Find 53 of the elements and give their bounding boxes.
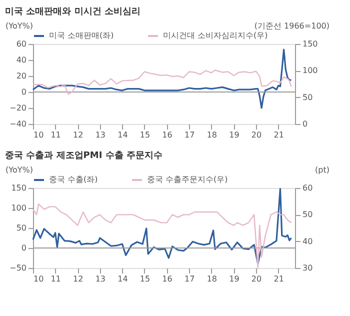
x-tick-label: 10 (34, 274, 44, 284)
chart-title: 중국 수출과 제조업PMI 수출 주문지수 (5, 150, 162, 161)
y-tick-label: 0 (21, 88, 26, 96)
legend-label: 미시건대 소비자심리지수(우) (163, 31, 268, 40)
y-tick-label: −20 (10, 104, 26, 112)
x-tick-label: 20 (251, 130, 262, 140)
y2-tick-label: 40 (302, 236, 313, 246)
x-tick-label: 14 (118, 130, 128, 140)
x-tick-label: 17 (184, 130, 195, 140)
y-tick-label: −40 (10, 120, 26, 128)
y-tick-label: 60 (16, 40, 26, 48)
y-axis-title: (YoY%) (6, 166, 33, 174)
x-tick-label: 18 (206, 274, 218, 284)
y2-axis-title: (pt) (315, 166, 330, 174)
y2-tick-label: 150 (302, 40, 318, 48)
y2-tick-label: 50 (302, 210, 313, 220)
x-tick-label: 11 (50, 130, 61, 140)
x-tick-label: 19 (229, 274, 240, 284)
x-tick-label: 15 (140, 130, 150, 140)
chart-title: 미국 소매판매와 미시건 소비심리 (5, 7, 140, 17)
y2-tick-label: 0 (302, 120, 308, 128)
legend-label: 미국 소매판매(좌) (49, 31, 114, 40)
y-tick-label: 40 (16, 56, 26, 64)
y-tick-label: 0 (21, 244, 26, 252)
x-tick-label: 15 (140, 274, 150, 284)
y-tick-label: 50 (16, 224, 26, 232)
legend-label: 중국 수출(좌) (49, 175, 98, 184)
y2-tick-label: 100 (302, 66, 318, 76)
y2-tick-label: 30 (302, 264, 313, 272)
legend-label: 중국 수출주문지수(우) (147, 175, 228, 184)
y2-tick-label: 50 (302, 92, 313, 102)
y-tick-label: −50 (10, 264, 26, 272)
x-tick-label: 16 (162, 274, 172, 284)
x-tick-label: 20 (251, 274, 262, 284)
y2-tick-label: 60 (302, 184, 313, 192)
x-tick-label: 10 (34, 130, 44, 140)
x-tick-label: 19 (229, 130, 240, 140)
x-tick-label: 12 (72, 130, 84, 140)
x-tick-label: 16 (162, 130, 172, 140)
x-tick-label: 13 (95, 274, 106, 284)
x-tick-label: 14 (118, 274, 128, 284)
x-tick-label: 21 (274, 130, 284, 140)
y-axis-title: (YoY%) (6, 22, 33, 30)
y2-axis-title: (기준선 1966=100) (254, 22, 330, 30)
y-tick-label: 150 (11, 184, 26, 192)
x-tick-label: 11 (50, 274, 61, 284)
x-tick-label: 18 (206, 130, 218, 140)
x-tick-label: 13 (95, 130, 106, 140)
y-tick-label: 100 (11, 204, 26, 212)
x-tick-label: 21 (274, 274, 284, 284)
y-tick-label: 20 (16, 72, 26, 80)
x-tick-label: 12 (72, 274, 84, 284)
x-tick-label: 17 (184, 274, 195, 284)
